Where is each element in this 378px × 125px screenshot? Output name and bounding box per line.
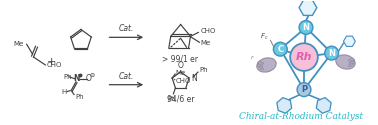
Text: 94/6 er: 94/6 er: [167, 94, 194, 103]
Ellipse shape: [349, 61, 355, 64]
Text: $\ominus$: $\ominus$: [90, 71, 96, 79]
Text: N: N: [191, 74, 197, 82]
Text: N: N: [74, 74, 80, 83]
Text: Ph: Ph: [199, 67, 208, 73]
Ellipse shape: [257, 58, 276, 72]
Text: +: +: [46, 57, 56, 67]
Text: H: H: [62, 89, 67, 95]
Circle shape: [297, 83, 311, 96]
Text: Chiral-at-Rhodium Catalyst: Chiral-at-Rhodium Catalyst: [239, 112, 363, 121]
Circle shape: [325, 46, 339, 60]
Text: Ph: Ph: [75, 94, 84, 100]
Text: CHO: CHO: [175, 78, 191, 84]
Ellipse shape: [349, 64, 353, 67]
Text: $r$: $r$: [250, 53, 255, 61]
Text: Me: Me: [14, 41, 24, 47]
Ellipse shape: [259, 66, 263, 70]
Ellipse shape: [257, 64, 263, 67]
Polygon shape: [299, 0, 317, 15]
Text: Ph: Ph: [63, 74, 72, 80]
Text: N: N: [328, 49, 335, 58]
Text: Me: Me: [200, 40, 211, 46]
Text: CHO: CHO: [200, 28, 216, 34]
Ellipse shape: [349, 59, 354, 61]
Text: CHO: CHO: [46, 62, 62, 68]
Ellipse shape: [258, 62, 263, 64]
Polygon shape: [344, 36, 355, 46]
Circle shape: [290, 43, 318, 71]
Text: > 99/1 er: > 99/1 er: [162, 54, 198, 64]
Text: Cat.: Cat.: [119, 72, 134, 81]
Text: O: O: [86, 74, 92, 83]
Text: Rh: Rh: [296, 52, 312, 62]
Text: Me: Me: [175, 70, 185, 76]
Text: C: C: [277, 45, 284, 54]
Circle shape: [299, 20, 313, 34]
Circle shape: [273, 42, 287, 56]
Text: P: P: [301, 85, 307, 94]
Polygon shape: [277, 98, 292, 113]
Text: N: N: [302, 23, 310, 32]
Text: Ph: Ph: [167, 96, 176, 102]
Polygon shape: [316, 98, 331, 113]
Text: Cat.: Cat.: [119, 24, 134, 33]
Text: O: O: [178, 61, 184, 70]
Ellipse shape: [336, 55, 355, 69]
Text: $F_c$: $F_c$: [260, 32, 269, 42]
